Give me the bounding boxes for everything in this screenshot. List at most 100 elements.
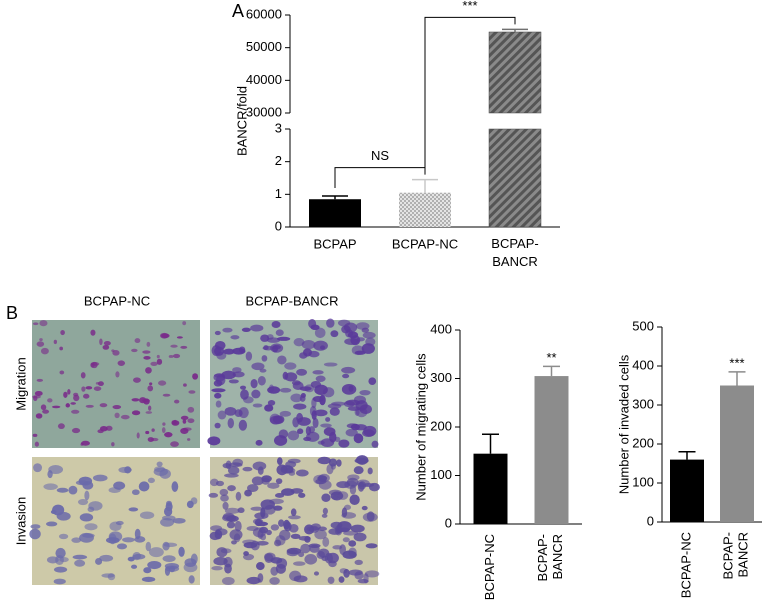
x-tick-label: BCPAP-BANCR [535, 534, 565, 581]
cell [141, 576, 156, 582]
cell [224, 406, 237, 416]
cell [243, 541, 258, 549]
cell [223, 556, 233, 568]
cell [32, 395, 41, 399]
cell [251, 476, 264, 486]
x-tick-label: BCPAP-BANCR [721, 532, 751, 579]
cell [320, 345, 326, 350]
cell [80, 442, 84, 446]
bar [488, 31, 542, 114]
cell [270, 524, 280, 531]
cell [242, 466, 253, 472]
x-tick-label: BCPAP-NC [678, 532, 693, 598]
cell [36, 378, 44, 382]
cell [73, 394, 80, 402]
cell [314, 327, 326, 339]
y-tick-label: 40000 [246, 72, 282, 87]
cell [260, 334, 270, 342]
cell [187, 438, 191, 441]
cell [292, 417, 300, 428]
cell [40, 404, 47, 411]
cell [153, 467, 169, 476]
cell [348, 547, 357, 558]
cell [312, 417, 319, 429]
cell [103, 340, 111, 346]
y-tick-label: 2 [275, 153, 282, 168]
cell [215, 480, 225, 487]
cell [139, 511, 155, 520]
cell [293, 337, 305, 347]
cell [42, 409, 50, 414]
cell [32, 433, 38, 437]
cell [331, 401, 346, 406]
cell [85, 386, 93, 390]
cell [264, 404, 274, 412]
y-axis-label: Number of invaded cells [616, 354, 631, 494]
cell [354, 408, 360, 416]
cell [176, 336, 183, 339]
cell [71, 409, 80, 414]
cell [227, 466, 240, 475]
cell [39, 320, 48, 327]
cell [238, 407, 249, 419]
cell [53, 339, 58, 345]
cell [88, 501, 103, 511]
cell [342, 373, 350, 379]
cell [301, 340, 316, 350]
cell [300, 543, 311, 554]
cell [287, 458, 301, 464]
cell [227, 417, 235, 429]
cell [217, 410, 227, 420]
cell [40, 347, 49, 355]
cell [276, 464, 288, 476]
cell [276, 336, 291, 341]
cell [341, 512, 357, 519]
cell [214, 422, 221, 429]
bar [309, 199, 361, 227]
cell [261, 477, 270, 485]
cell [275, 535, 286, 546]
cell [213, 373, 225, 378]
cell [357, 578, 369, 584]
cell [161, 427, 166, 433]
cell [172, 353, 181, 359]
cell [284, 372, 298, 382]
y-tick-label: 0 [445, 515, 452, 530]
cell [85, 404, 94, 408]
cell [113, 481, 126, 490]
cell [70, 402, 76, 405]
cell [353, 466, 364, 475]
cell [267, 386, 281, 394]
cell [67, 389, 71, 395]
cell [358, 481, 366, 490]
cell [321, 513, 328, 518]
cell [222, 501, 229, 510]
cell [132, 553, 146, 560]
cell [32, 322, 39, 326]
cell [171, 481, 179, 492]
cell [105, 537, 120, 544]
cell [143, 355, 151, 360]
cell [97, 381, 104, 387]
cell [162, 393, 171, 397]
cell [266, 337, 281, 343]
cell [355, 455, 369, 465]
cell [317, 475, 328, 482]
cell [111, 442, 115, 447]
cell [238, 419, 248, 431]
cell [353, 433, 364, 444]
cell [284, 362, 297, 370]
y-tick-label: 400 [430, 321, 452, 336]
cell [90, 329, 96, 336]
cell [131, 348, 138, 353]
cell [256, 562, 265, 571]
cell [183, 427, 192, 431]
y-tick-label: 3 [275, 120, 282, 135]
cell [131, 398, 140, 402]
cell [275, 329, 284, 336]
cell [361, 505, 368, 511]
cell [320, 423, 332, 428]
cell [45, 521, 58, 527]
cell [150, 361, 158, 366]
